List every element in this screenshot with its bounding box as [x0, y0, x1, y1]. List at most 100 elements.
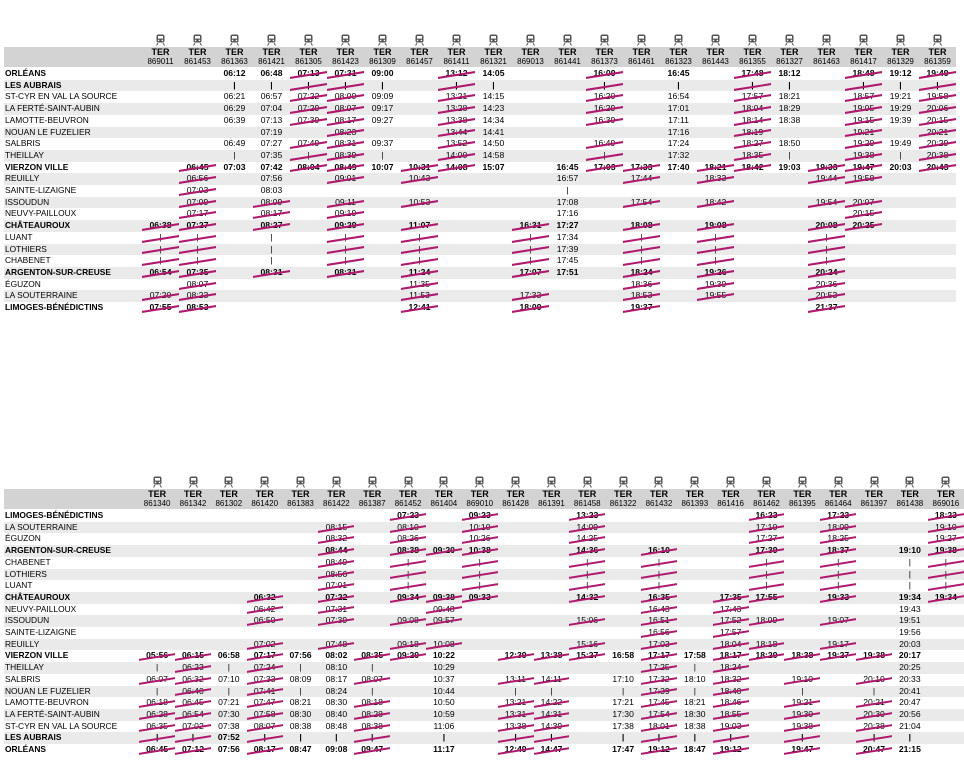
- cancelled-time-cell: 17:57: [734, 91, 771, 103]
- time-cell: [784, 557, 820, 569]
- time-cell: [808, 149, 845, 162]
- time-cell: [216, 266, 253, 279]
- train-type: TER: [641, 489, 677, 499]
- time-cell: [820, 721, 856, 733]
- time-cell: 10:50: [433, 697, 455, 708]
- time-cell: 17:10: [612, 673, 634, 684]
- time-cell: [498, 533, 534, 545]
- time-cell: [475, 196, 512, 209]
- train-type: TER: [175, 489, 211, 499]
- time-cell: [569, 744, 605, 756]
- station-name: LUANT: [5, 580, 33, 591]
- cancelled-time-cell: |: [401, 243, 438, 256]
- cancelled-time-cell: 17:55: [748, 591, 785, 604]
- time-cell: [438, 266, 475, 279]
- cancelled-time-cell: 07:27: [179, 220, 216, 232]
- cancelled-time-cell: 08:49: [327, 162, 364, 174]
- time-cell: [216, 185, 253, 197]
- time-cell: [290, 185, 327, 197]
- time-cell: [390, 721, 426, 733]
- time-cell: |: [210, 662, 247, 674]
- cancelled-time-cell: |: [697, 255, 734, 267]
- time-cell: [327, 290, 364, 303]
- train-icon: [390, 472, 426, 489]
- cancelled-time-cell: 19:37: [623, 302, 660, 314]
- time-cell: [354, 568, 391, 581]
- time-cell: [820, 604, 856, 616]
- train-number: 861387: [354, 499, 391, 510]
- station-name: ISSOUDUN: [4, 615, 140, 628]
- cancelled-time-cell: |: [462, 557, 498, 569]
- train-number: 861397: [856, 499, 892, 510]
- cancelled-time-cell: 18:18: [748, 638, 785, 651]
- cancelled-time-cell: 18:35: [734, 149, 771, 162]
- train-type: TER: [660, 47, 697, 57]
- cancelled-time-cell: |: [845, 79, 882, 92]
- cancelled-time-cell: 13:52: [438, 138, 475, 150]
- time-cell: [364, 302, 401, 314]
- time-cell: [845, 255, 882, 267]
- time-cell: [512, 126, 549, 139]
- time-cell: [475, 208, 512, 220]
- table-row: LOTHIERS | | | | | | 17:39 | | |: [4, 243, 956, 256]
- time-cell: [179, 115, 216, 127]
- cancelled-time-cell: 20:43: [919, 162, 956, 174]
- station-name: ÉGUZON: [5, 278, 41, 289]
- station-name: SAINTE-LIZAIGNE: [5, 185, 77, 196]
- time-cell: |: [354, 685, 391, 698]
- train-icon: [845, 30, 882, 47]
- time-cell: |: [908, 556, 911, 567]
- time-cell: [290, 220, 327, 232]
- time-cell: [676, 545, 713, 557]
- time-cell: [660, 196, 697, 209]
- train-type: TER: [461, 489, 498, 499]
- time-cell: [928, 721, 964, 733]
- time-cell: [438, 173, 475, 186]
- train-number: 861305: [290, 57, 327, 68]
- cancelled-time-cell: |: [175, 732, 211, 745]
- cancelled-time-cell: 08:09: [253, 196, 290, 209]
- cancelled-time-cell: 12:49: [498, 744, 534, 756]
- time-cell: [401, 103, 438, 115]
- time-cell: [364, 220, 401, 232]
- train-type: TER: [808, 47, 845, 57]
- cancelled-time-cell: 17:44: [623, 173, 660, 186]
- cancelled-time-cell: 13:38: [498, 721, 534, 733]
- time-cell: 06:58: [217, 650, 240, 661]
- cancelled-time-cell: 06:18: [139, 697, 175, 709]
- cancelled-time-cell: 18:29: [749, 650, 785, 662]
- time-cell: [175, 545, 211, 557]
- cancelled-time-cell: 07:35: [179, 266, 216, 279]
- time-cell: |: [282, 685, 319, 698]
- cancelled-time-cell: 18:42: [697, 196, 734, 209]
- cancelled-time-cell: 20:06: [919, 103, 956, 115]
- cancelled-time-cell: 07:13: [290, 68, 327, 80]
- table-row: ÉGUZON 08:07 11:35 18:36 19:39 20:36: [4, 279, 956, 291]
- time-cell: [475, 255, 512, 267]
- time-cell: [697, 115, 734, 127]
- time-cell: 10:37: [433, 673, 455, 684]
- time-cell: [677, 533, 713, 545]
- time-cell: |: [784, 685, 821, 698]
- train-number: 861432: [641, 499, 677, 510]
- time-cell: 06:12: [223, 68, 246, 78]
- time-cell: |: [676, 685, 713, 698]
- train-icon: [697, 30, 734, 47]
- cancelled-time-cell: 18:27: [734, 138, 771, 150]
- time-cell: [462, 650, 498, 662]
- train-type: TER: [927, 489, 964, 499]
- cancelled-time-cell: 17:57: [713, 627, 749, 639]
- time-cell: [534, 557, 570, 569]
- train-icon: [569, 472, 605, 489]
- time-cell: 11:06: [433, 720, 455, 731]
- time-cell: [856, 638, 892, 651]
- table-row: SAINTE-LIZAIGNE 16:56 17:57 19:56: [4, 627, 964, 639]
- cancelled-time-cell: 07:55: [142, 302, 179, 314]
- cancelled-time-cell: 18:09: [820, 521, 857, 534]
- time-cell: [605, 521, 642, 534]
- time-cell: [533, 568, 570, 581]
- train-number: 861404: [425, 499, 462, 510]
- time-cell: [390, 674, 426, 686]
- train-type: TER: [586, 47, 623, 57]
- cancelled-time-cell: |: [327, 79, 364, 92]
